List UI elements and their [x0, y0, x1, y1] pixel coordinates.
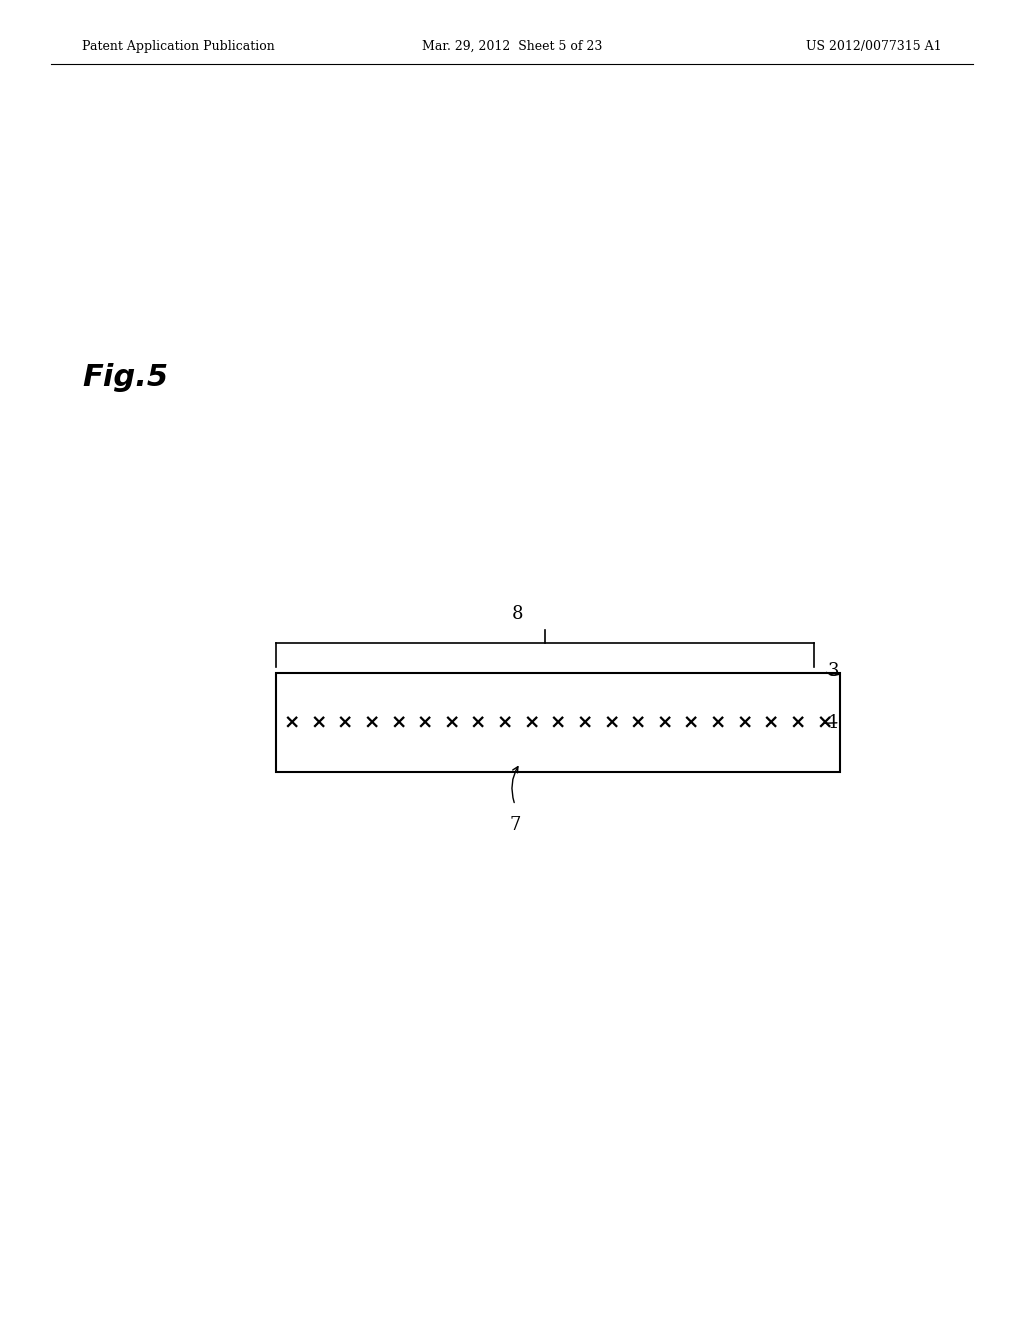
Text: ×: ×: [683, 713, 699, 733]
Text: Fig.5: Fig.5: [82, 363, 168, 392]
Text: ×: ×: [550, 713, 566, 733]
Text: US 2012/0077315 A1: US 2012/0077315 A1: [807, 40, 942, 53]
Text: 8: 8: [511, 605, 523, 623]
Text: ×: ×: [816, 713, 833, 733]
Text: ×: ×: [417, 713, 433, 733]
Text: ×: ×: [337, 713, 353, 733]
Text: ×: ×: [630, 713, 646, 733]
Text: 1: 1: [827, 714, 839, 733]
Text: ×: ×: [310, 713, 327, 733]
Text: ×: ×: [284, 713, 300, 733]
Text: ×: ×: [523, 713, 540, 733]
Text: ×: ×: [577, 713, 593, 733]
Text: ×: ×: [470, 713, 486, 733]
Text: 3: 3: [827, 661, 839, 680]
Text: ×: ×: [603, 713, 620, 733]
Text: ×: ×: [790, 713, 806, 733]
Text: Mar. 29, 2012  Sheet 5 of 23: Mar. 29, 2012 Sheet 5 of 23: [422, 40, 602, 53]
Text: ×: ×: [656, 713, 673, 733]
Text: ×: ×: [364, 713, 380, 733]
Text: ×: ×: [497, 713, 513, 733]
Bar: [276, 673, 840, 772]
Text: ×: ×: [443, 713, 460, 733]
Text: ×: ×: [763, 713, 779, 733]
Text: ×: ×: [390, 713, 407, 733]
Text: Patent Application Publication: Patent Application Publication: [82, 40, 274, 53]
Text: ×: ×: [710, 713, 726, 733]
Text: ×: ×: [736, 713, 753, 733]
Text: 7: 7: [509, 816, 521, 834]
